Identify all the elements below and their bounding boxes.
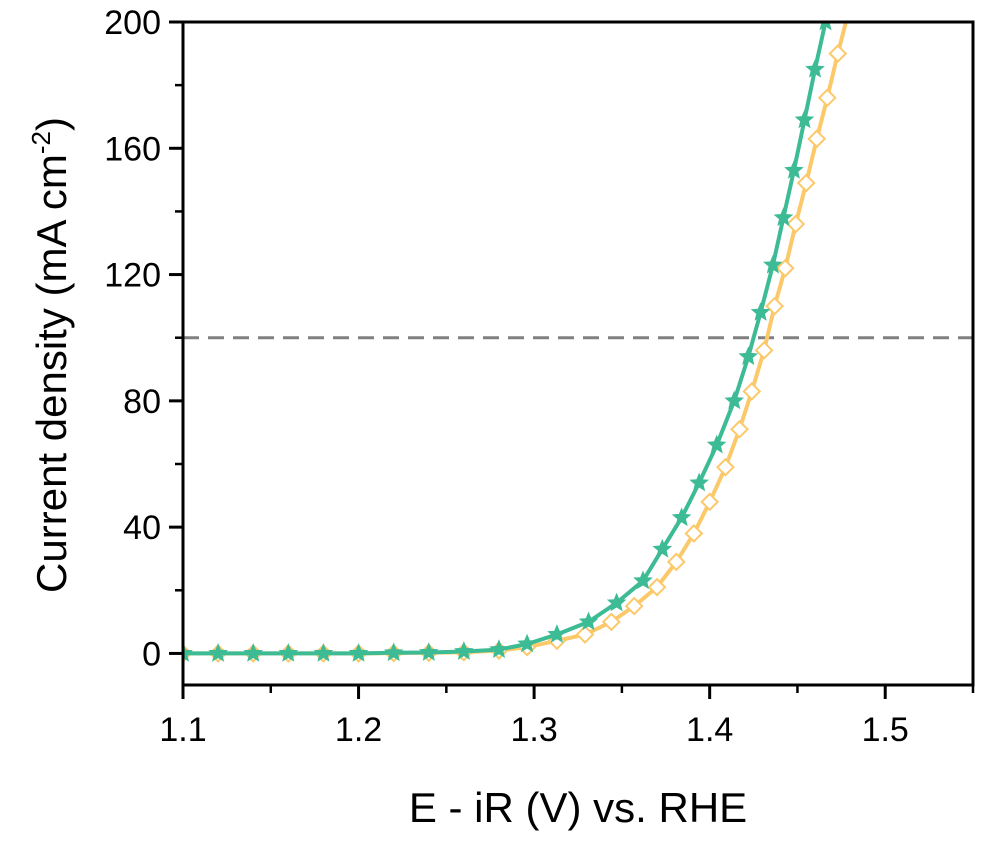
y-axis-title-superscript: -2: [26, 131, 56, 154]
data-point: [786, 214, 806, 234]
data-point: [624, 596, 644, 616]
data-point: [805, 59, 825, 78]
data-point: [383, 642, 404, 662]
data-point: [578, 611, 599, 631]
data-point: [742, 381, 762, 401]
y-tick-label: 40: [123, 509, 161, 547]
plot-frame: [181, 20, 975, 687]
y-tick-label: 80: [123, 383, 161, 421]
data-point: [840, 5, 856, 21]
data-point: [817, 88, 837, 108]
data-point: [418, 642, 439, 661]
data-point: [738, 346, 759, 365]
data-point: [684, 524, 704, 543]
x-axis: 1.1 1.2 1.3 1.4 1.5: [159, 685, 975, 749]
data-point: [606, 592, 627, 612]
data-point: [775, 258, 795, 278]
x-tick-label: 1.1: [159, 711, 206, 749]
data-point: [183, 643, 193, 662]
x-tick-label: 1.4: [686, 711, 733, 749]
data-point: [796, 173, 816, 193]
data-point: [278, 643, 299, 662]
data-point: [784, 160, 804, 179]
x-tick-label: 1.3: [510, 711, 557, 749]
series-star: [183, 22, 832, 662]
data-point: [828, 44, 848, 63]
x-tick-label: 1.5: [862, 711, 909, 749]
data-point: [750, 302, 771, 321]
data-point: [700, 492, 720, 512]
data-point: [765, 296, 785, 316]
data-point: [807, 129, 827, 149]
y-axis-title-close: ): [28, 117, 75, 131]
series-line: [183, 22, 828, 656]
series-diamond: [183, 5, 856, 663]
y-axis-title: Current density (mA cm-2): [26, 117, 75, 593]
data-point: [489, 639, 509, 658]
data-point: [348, 643, 369, 662]
data-point: [763, 254, 783, 274]
data-point: [313, 643, 334, 662]
data-point: [547, 624, 567, 643]
data-point: [706, 434, 727, 454]
y-axis: 0 40 80 120 160 200: [104, 4, 183, 673]
y-tick-label: 120: [104, 257, 161, 295]
data-point: [208, 643, 228, 662]
data-point: [666, 552, 686, 572]
data-point: [575, 625, 595, 644]
y-tick-label: 200: [104, 4, 161, 42]
data-point: [724, 390, 745, 410]
data-point: [601, 612, 621, 632]
data-point: [794, 109, 815, 129]
data-point: [754, 340, 774, 360]
data-point: [730, 419, 749, 439]
data-point: [517, 633, 537, 653]
y-tick-label: 160: [104, 130, 161, 168]
y-axis-title-main: Current density (mA cm: [28, 154, 75, 593]
data-point: [819, 22, 832, 31]
data-layer: [183, 5, 973, 663]
y-tick-label: 0: [142, 635, 161, 673]
data-point: [773, 207, 794, 227]
data-point: [689, 472, 709, 492]
x-tick-label: 1.2: [335, 711, 382, 749]
data-point: [647, 577, 667, 597]
data-point: [633, 570, 653, 590]
data-point: [716, 457, 735, 477]
data-point: [652, 538, 673, 558]
data-point: [243, 643, 264, 662]
x-axis-title: E - iR (V) vs. RHE: [409, 784, 747, 831]
data-point: [671, 507, 692, 527]
data-point: [454, 641, 474, 660]
